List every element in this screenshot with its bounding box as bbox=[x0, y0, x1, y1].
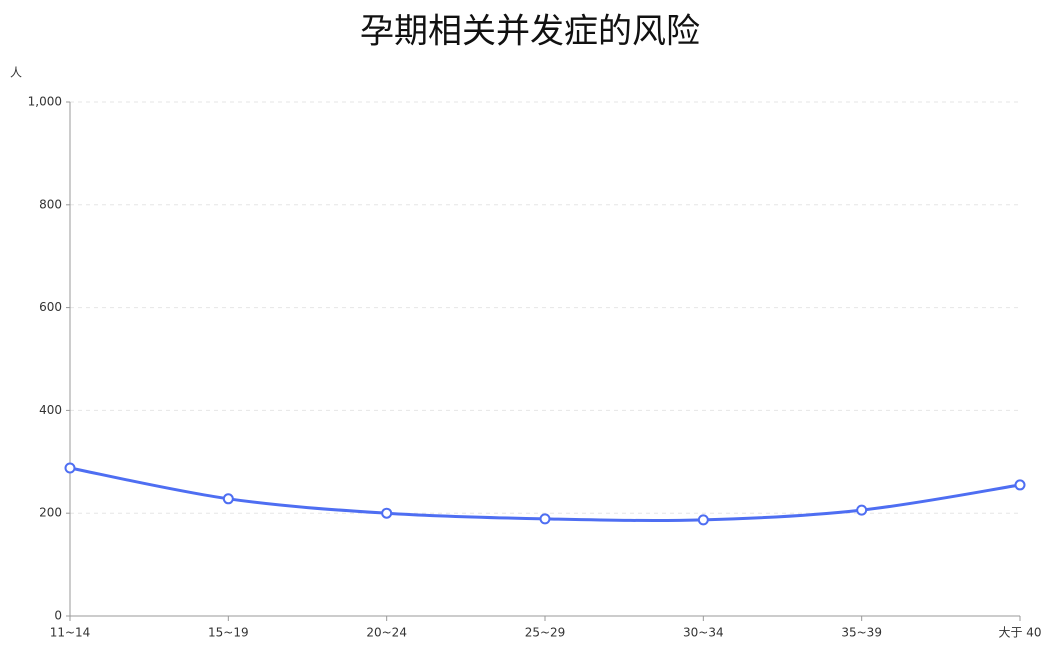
y-tick-label: 400 bbox=[39, 403, 62, 417]
y-tick-label: 800 bbox=[39, 197, 62, 211]
x-tick-label: 30~34 bbox=[683, 626, 724, 640]
y-tick-label: 0 bbox=[54, 609, 62, 623]
point bbox=[539, 513, 551, 525]
point bbox=[697, 514, 709, 526]
y-tick-label: 200 bbox=[39, 506, 62, 520]
y-unit: 人 bbox=[10, 66, 22, 80]
x-tick-label: 15~19 bbox=[208, 626, 249, 640]
y-tick-label: 600 bbox=[39, 300, 62, 314]
line bbox=[69, 466, 1021, 523]
chart-title: 孕期相关并发症的风险 bbox=[360, 12, 700, 52]
x-tick-label: 25~29 bbox=[525, 626, 566, 640]
point bbox=[64, 462, 76, 474]
point bbox=[1014, 479, 1026, 491]
point bbox=[856, 504, 868, 516]
x-tick-label: 大于 40 bbox=[998, 626, 1041, 640]
point bbox=[381, 507, 393, 519]
x-tick-label: 11~14 bbox=[50, 626, 91, 640]
x-tick-label: 20~24 bbox=[366, 626, 407, 640]
point bbox=[222, 493, 234, 505]
y-tick-label: 1,000 bbox=[28, 95, 62, 109]
x-tick-label: 35~39 bbox=[841, 626, 882, 640]
